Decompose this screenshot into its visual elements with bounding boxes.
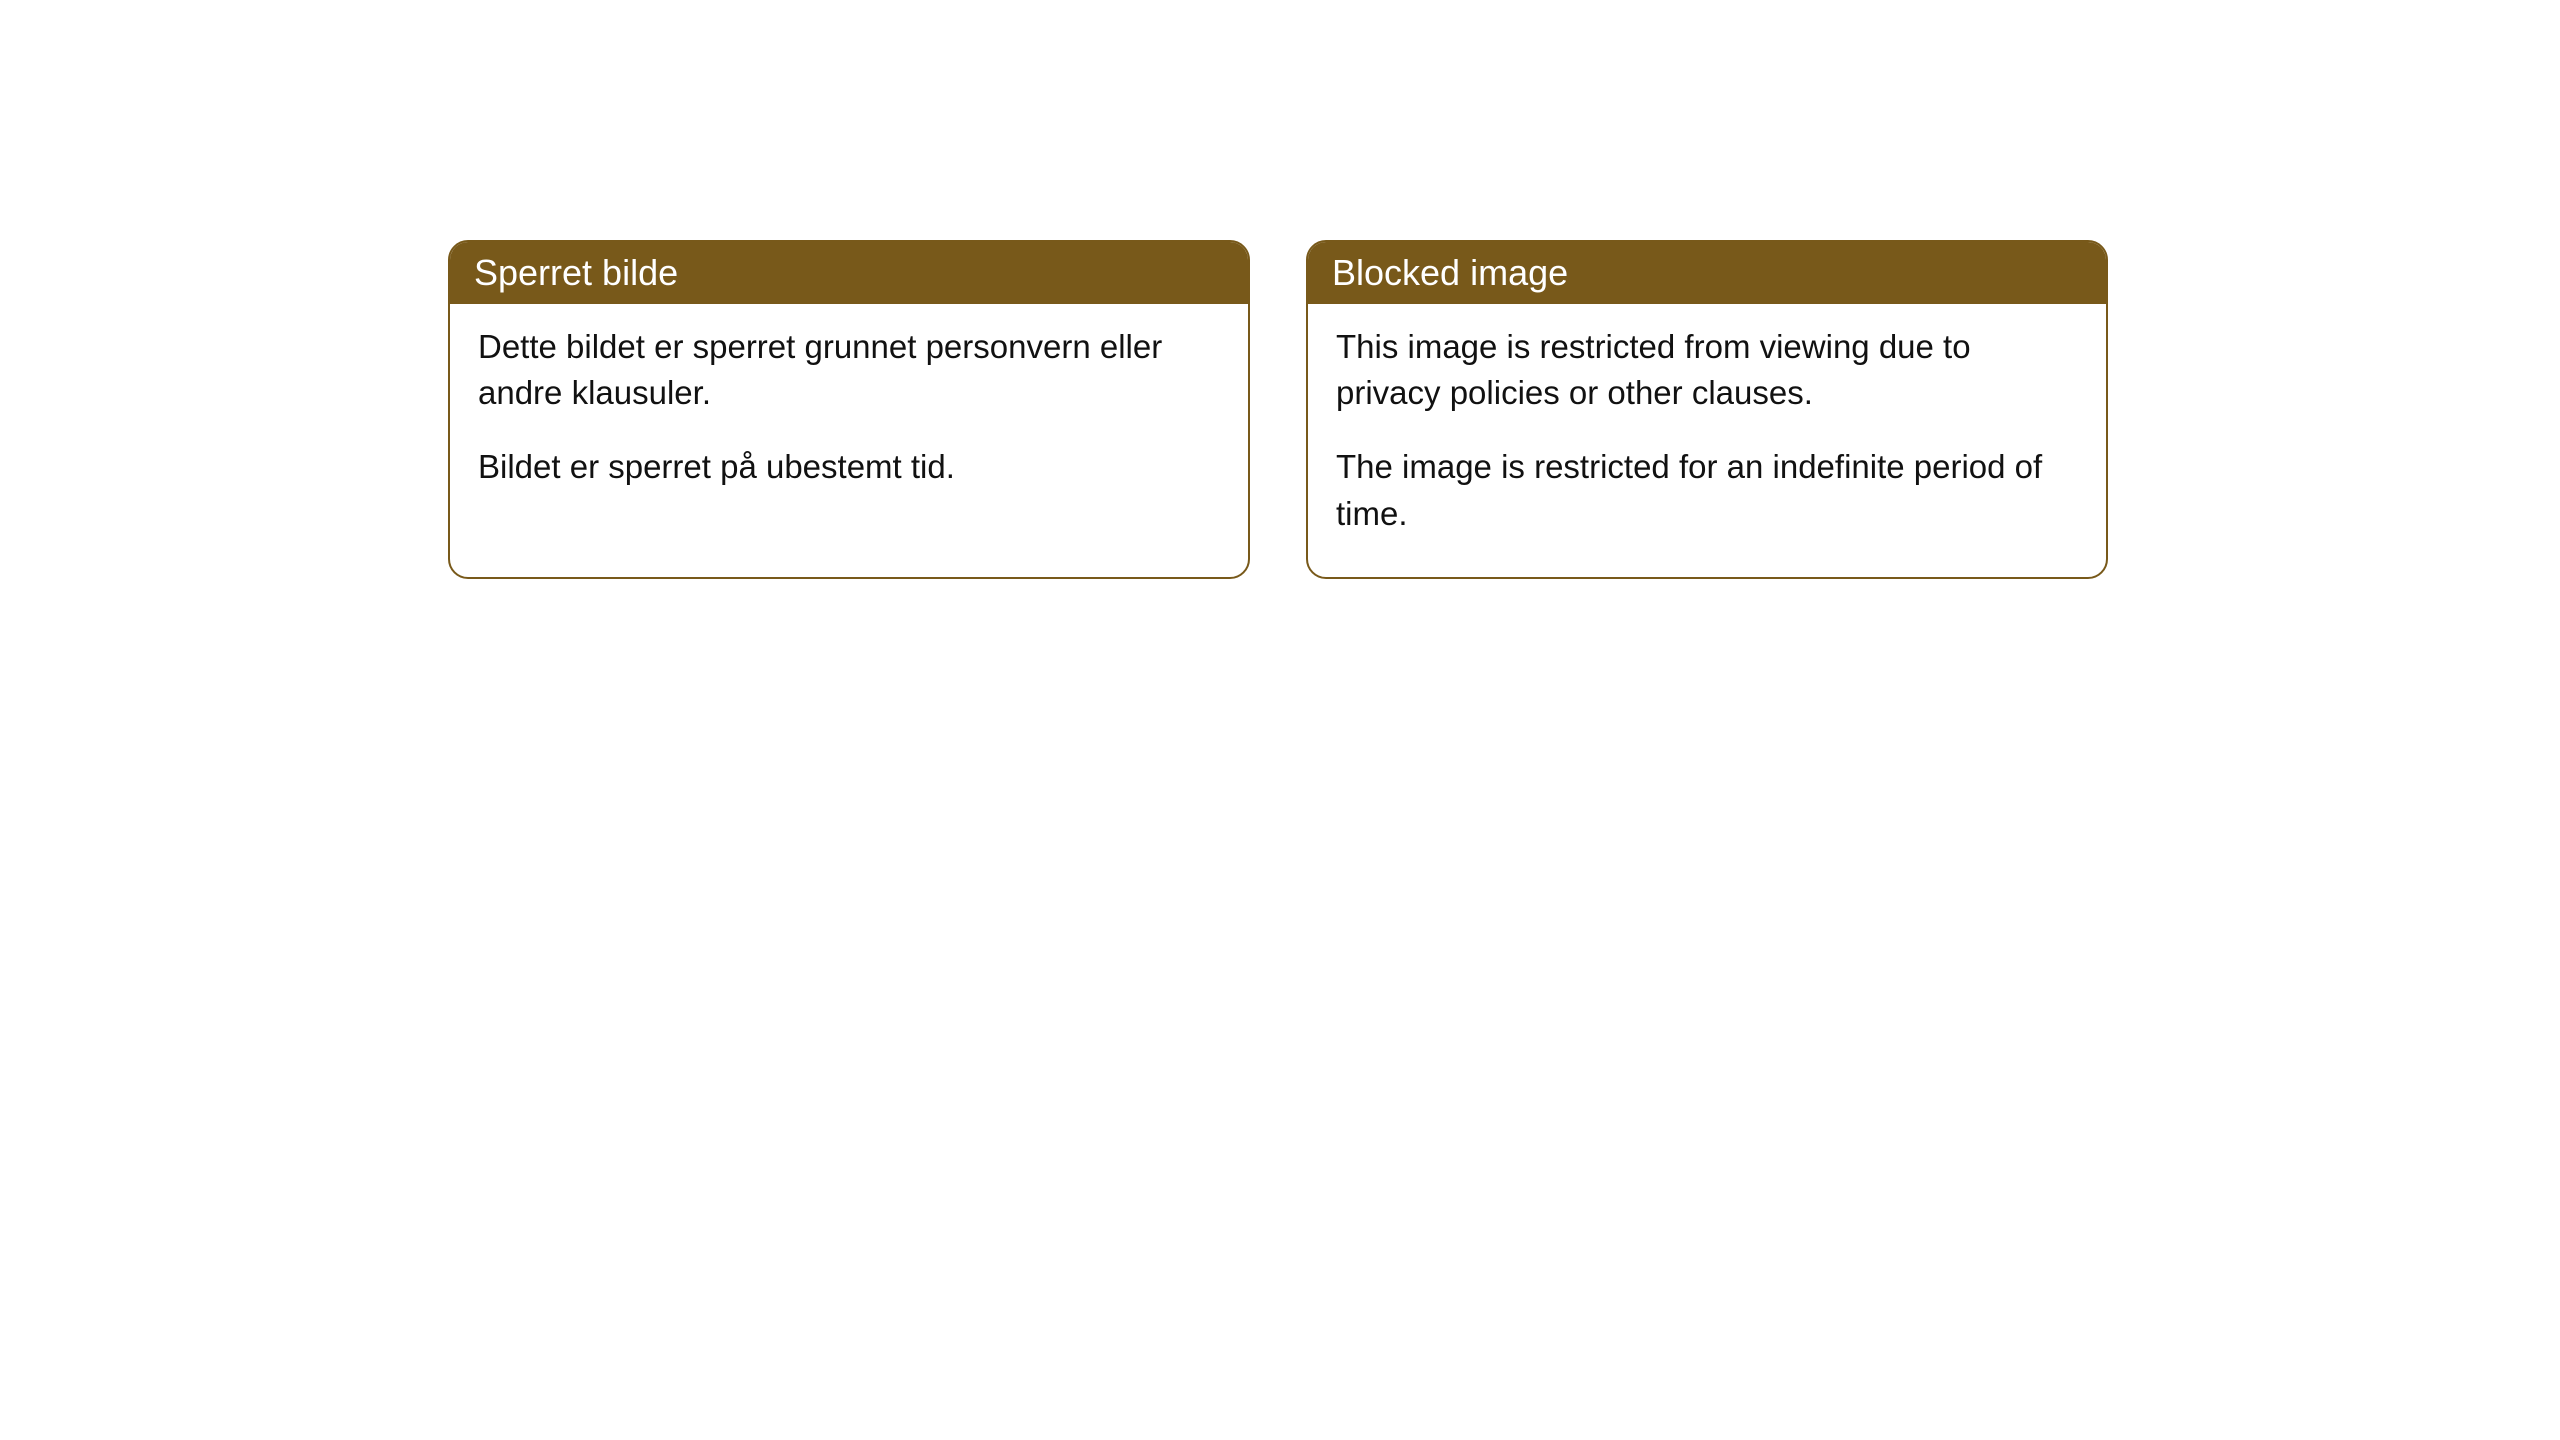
card-paragraph-2: The image is restricted for an indefinit… — [1336, 444, 2078, 536]
notice-card-english: Blocked image This image is restricted f… — [1306, 240, 2108, 579]
card-paragraph-2: Bildet er sperret på ubestemt tid. — [478, 444, 1220, 490]
card-title: Sperret bilde — [474, 252, 678, 293]
card-header: Blocked image — [1308, 242, 2106, 304]
card-paragraph-1: This image is restricted from viewing du… — [1336, 324, 2078, 416]
card-body: Dette bildet er sperret grunnet personve… — [450, 304, 1248, 531]
card-title: Blocked image — [1332, 252, 1568, 293]
notice-cards-container: Sperret bilde Dette bildet er sperret gr… — [448, 240, 2560, 579]
card-paragraph-1: Dette bildet er sperret grunnet personve… — [478, 324, 1220, 416]
card-header: Sperret bilde — [450, 242, 1248, 304]
card-body: This image is restricted from viewing du… — [1308, 304, 2106, 577]
notice-card-norwegian: Sperret bilde Dette bildet er sperret gr… — [448, 240, 1250, 579]
